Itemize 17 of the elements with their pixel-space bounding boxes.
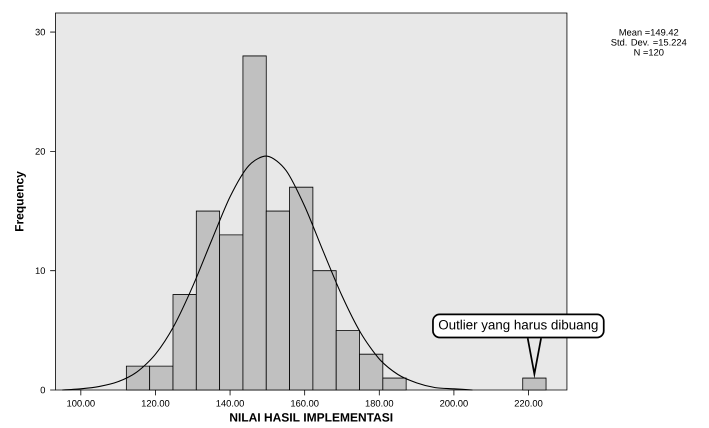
x-tick-label: 160.00 (291, 400, 319, 407)
x-tick-label: 220.00 (514, 400, 542, 407)
x-axis-title: NILAI HASIL IMPLEMENTASI (230, 413, 392, 422)
y-tick-label: 10 (36, 267, 46, 274)
y-axis-title: Frequency (15, 171, 26, 232)
y-tick-label: 30 (35, 28, 46, 36)
x-tick-label: 140.00 (216, 400, 244, 407)
x-tick-label: 100.00 (67, 400, 95, 407)
text: N =120 (634, 49, 664, 56)
x-tick-label: 200.00 (440, 400, 468, 407)
y-tick-label: 0 (40, 386, 46, 394)
annotation: Outlier yang harus dibuang (438, 320, 598, 332)
x-tick-label: 120.00 (142, 400, 170, 407)
text: Mean =149.42 (620, 29, 678, 36)
text: Std. Dev. =15.224 (611, 38, 686, 46)
x-tick-label: 180.00 (366, 400, 394, 407)
y-tick-label: 20 (36, 148, 46, 155)
